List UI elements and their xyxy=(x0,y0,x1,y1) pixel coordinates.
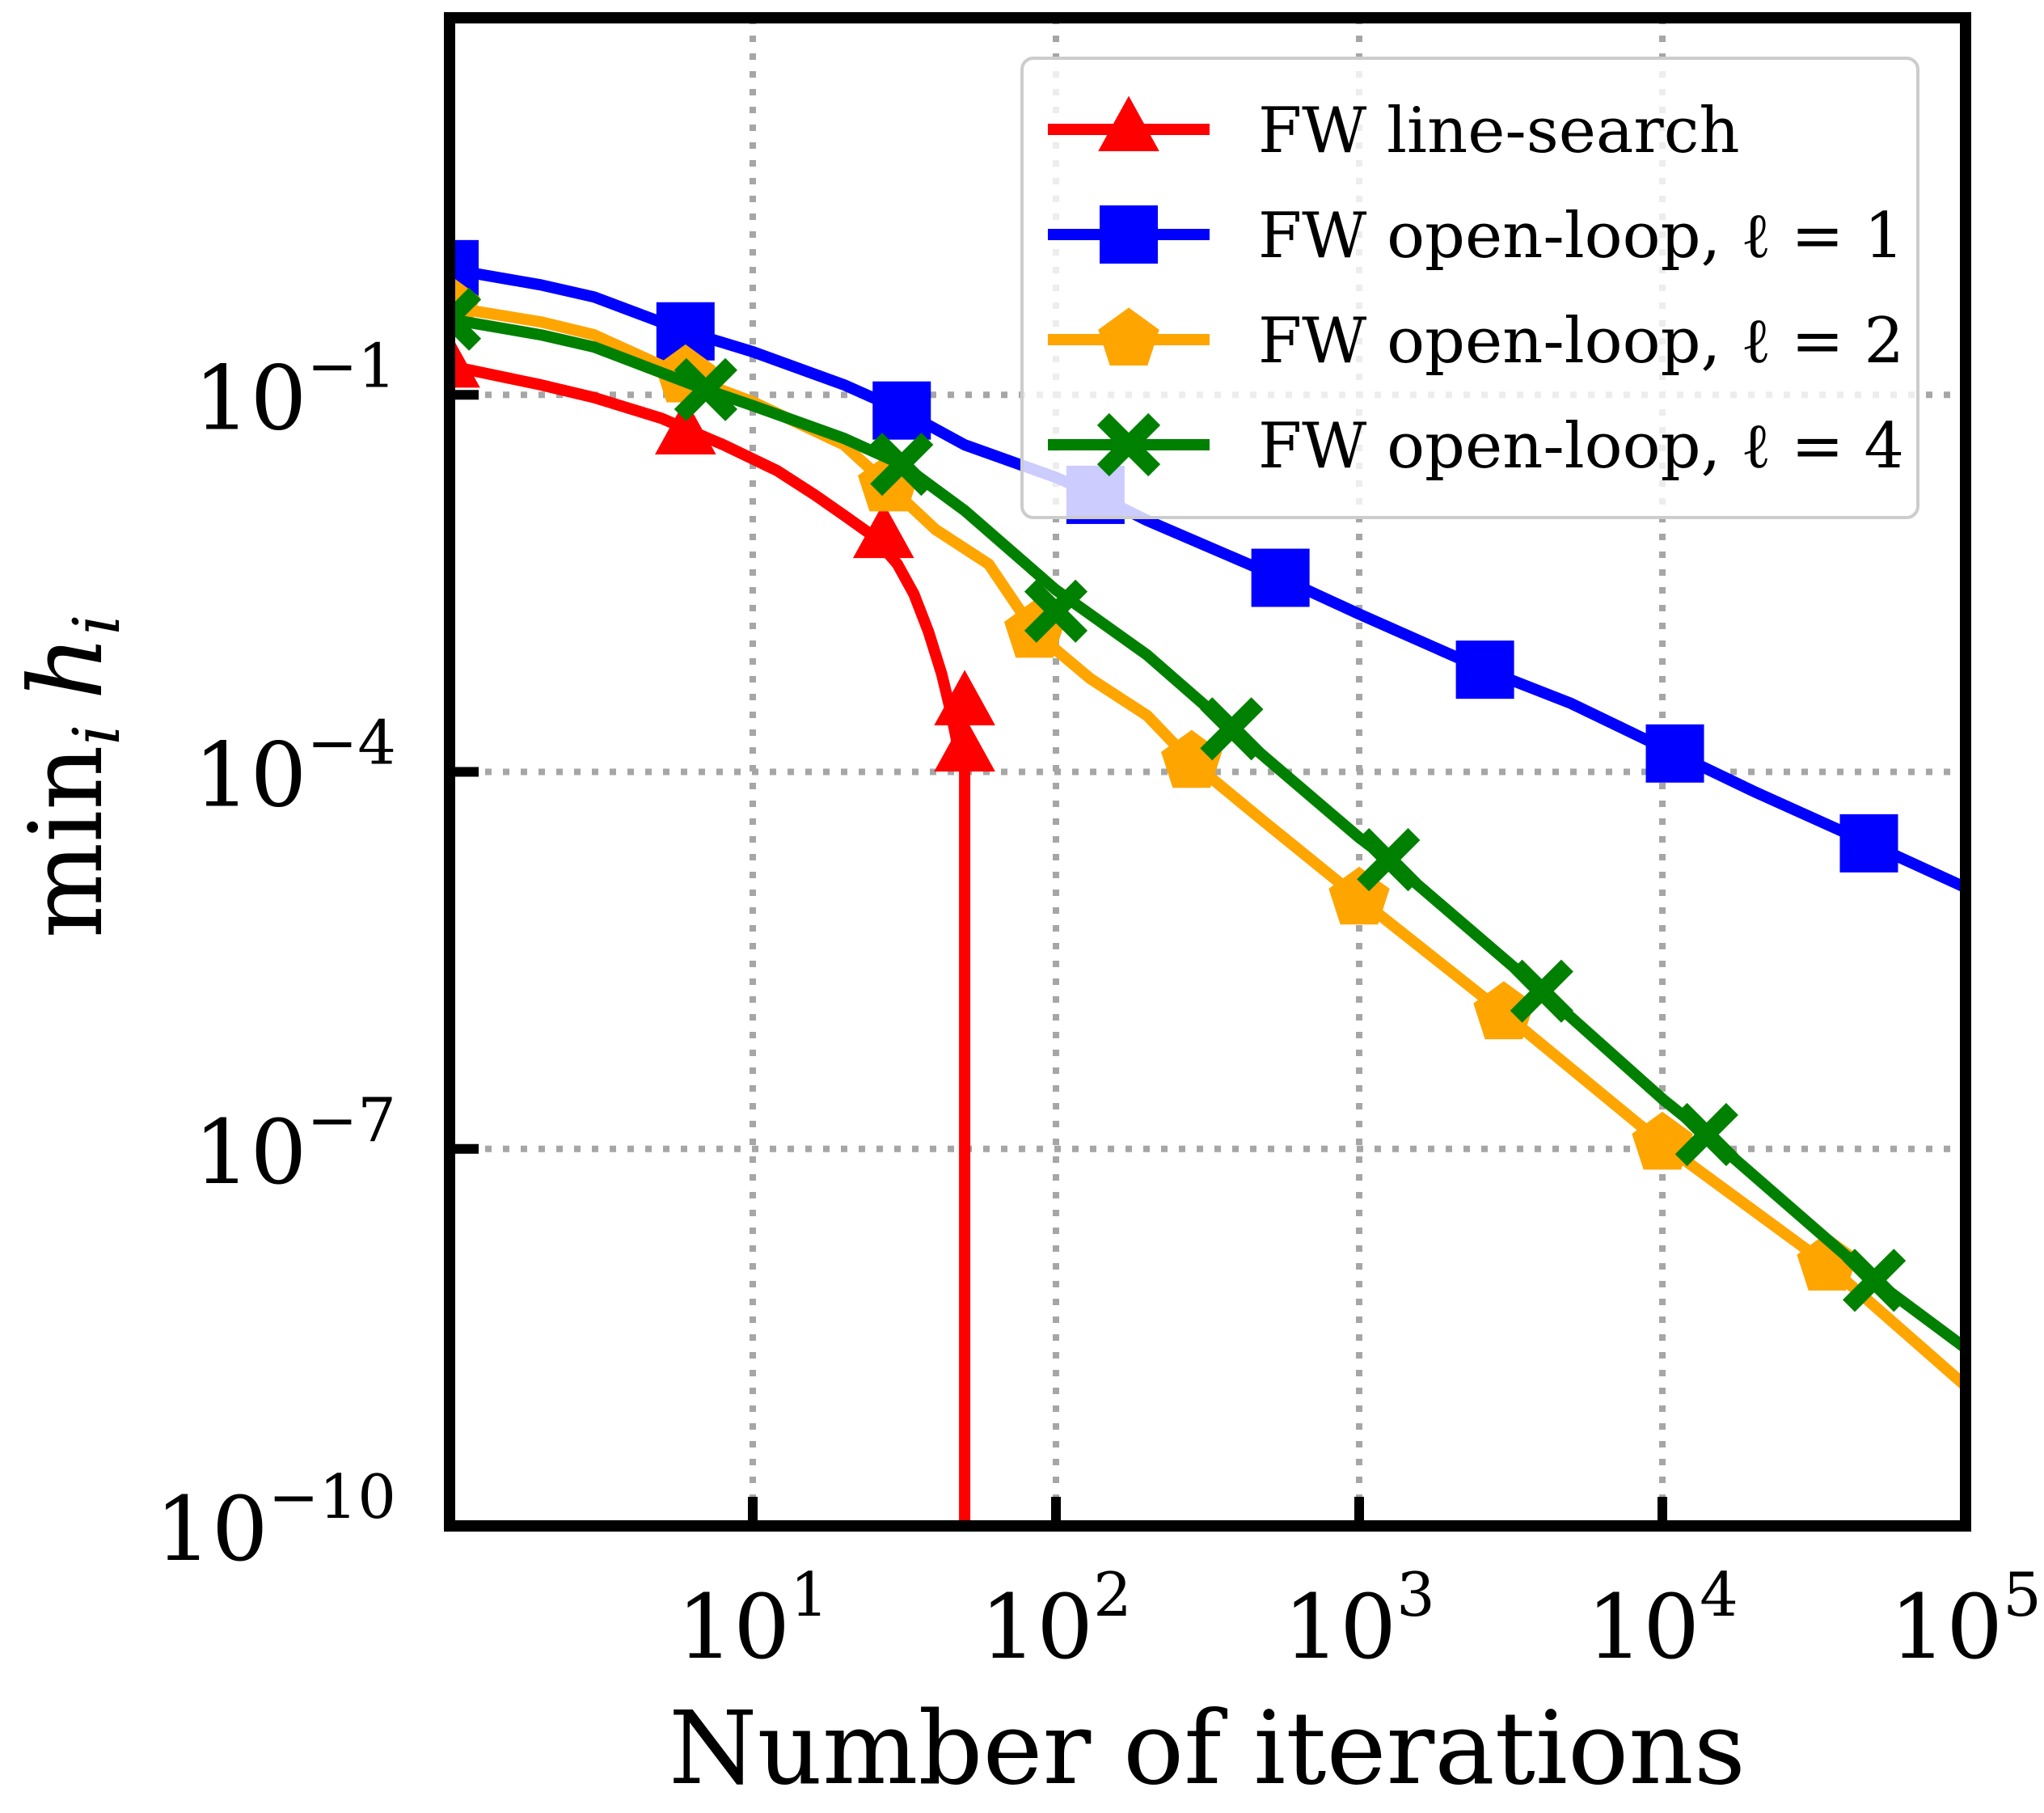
x-tick-label: 103 xyxy=(1283,1559,1435,1679)
data-point xyxy=(1843,1249,1907,1312)
data-point xyxy=(852,502,914,559)
tick-labels: 101 102 103 104 105 10−1 10−4 10−7 10−10 xyxy=(155,330,2042,1679)
data-point xyxy=(1839,814,1898,873)
legend-label: FW open-loop, ℓ = 4 xyxy=(1258,410,1904,483)
legend-marker xyxy=(1100,205,1158,264)
x-tick-label: 105 xyxy=(1890,1559,2042,1679)
legend-marker xyxy=(1098,95,1159,151)
legend-label: FW open-loop, ℓ = 2 xyxy=(1258,305,1904,378)
data-point xyxy=(1357,828,1421,892)
y-axis-label: minihi xyxy=(8,615,134,939)
legend-marker xyxy=(1098,307,1159,366)
data-point xyxy=(872,381,931,440)
y-label-var: h xyxy=(8,635,125,700)
data-point xyxy=(655,399,716,455)
data-point xyxy=(450,332,480,388)
legend-item: FW open-loop, ℓ = 2 xyxy=(1048,305,1904,378)
legend-item: FW open-loop, ℓ = 1 xyxy=(1048,200,1904,273)
data-point xyxy=(674,357,737,421)
legend: FW line-search FW open-loop, ℓ = 1 FW open… xyxy=(1020,57,1919,519)
legend-label: FW open-loop, ℓ = 1 xyxy=(1258,200,1904,273)
data-point xyxy=(450,287,482,351)
y-tick-label: 10−7 xyxy=(193,1084,396,1204)
y-label-var-sub: i xyxy=(59,615,134,636)
data-point xyxy=(1200,697,1264,761)
data-point xyxy=(870,433,934,497)
x-tick-label: 101 xyxy=(677,1559,829,1679)
legend-box xyxy=(1020,57,1919,519)
series-1 xyxy=(450,332,995,1526)
x-tick-label: 104 xyxy=(1586,1559,1738,1679)
legend-item: FW open-loop, ℓ = 4 xyxy=(1048,410,1904,483)
y-label-min-sub: i xyxy=(59,725,134,746)
data-point xyxy=(1024,579,1088,643)
data-point xyxy=(1645,724,1704,783)
y-tick-label: 10−10 xyxy=(155,1461,396,1581)
x-axis-label: Number of iterations xyxy=(669,1690,1746,1807)
y-tick-label: 10−1 xyxy=(193,330,396,450)
data-point xyxy=(1674,1102,1738,1167)
x-tick-label: 102 xyxy=(980,1559,1132,1679)
legend-marker xyxy=(1096,412,1161,477)
data-point xyxy=(934,670,995,725)
data-point xyxy=(1251,548,1310,607)
data-point xyxy=(934,716,995,772)
y-tick-label: 10−4 xyxy=(193,708,396,827)
data-point xyxy=(1510,959,1573,1023)
series-4 xyxy=(450,287,1966,1354)
data-point xyxy=(1473,981,1535,1040)
y-label-min: min xyxy=(8,745,125,938)
legend-item: FW line-search xyxy=(1048,95,1740,167)
data-point xyxy=(1455,640,1514,699)
axis-ticks xyxy=(450,390,1667,1526)
legend-label: FW line-search xyxy=(1258,95,1740,167)
svg-text:minihi: minihi xyxy=(8,615,134,939)
